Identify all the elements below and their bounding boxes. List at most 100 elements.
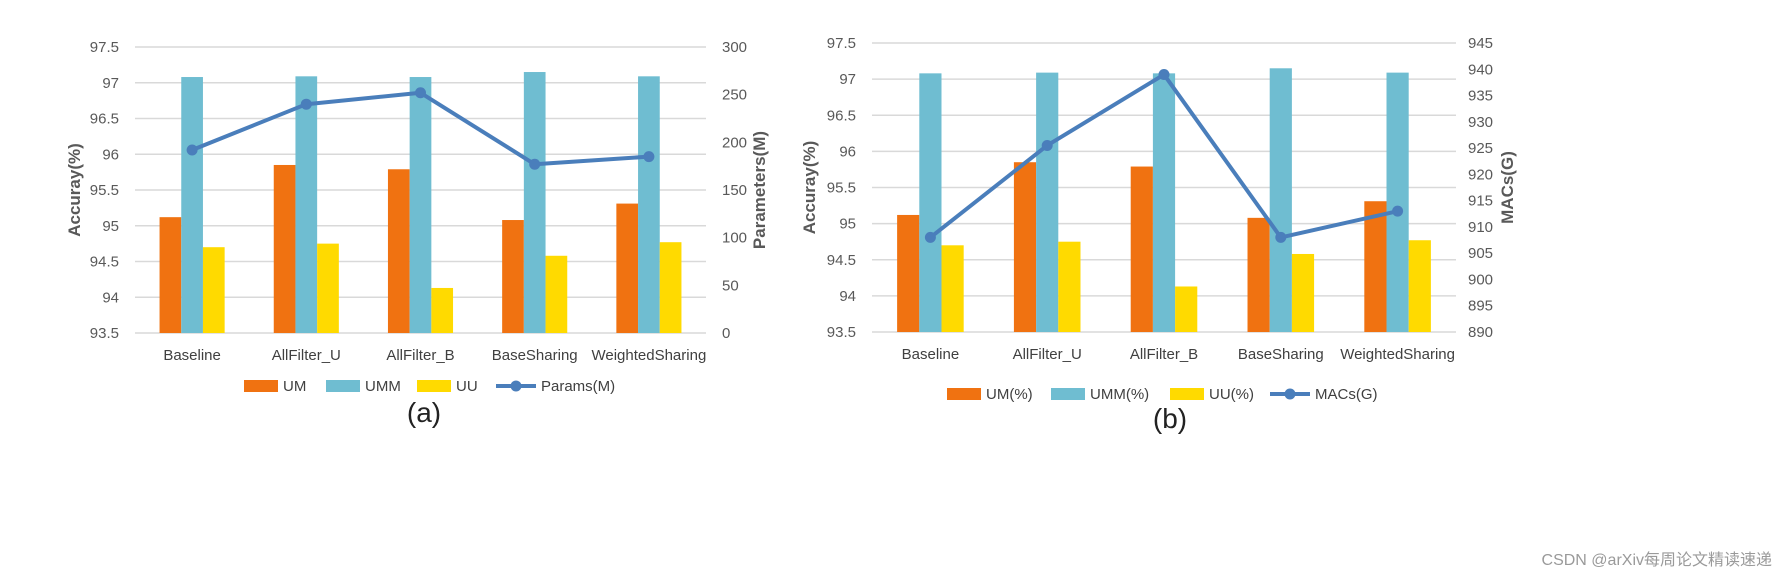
y-tick-label: 96.5: [90, 111, 119, 128]
y2-tick-label: 150: [722, 182, 747, 199]
x-category-label: AllFilter_U: [272, 347, 341, 364]
y2-tick-label: 910: [1468, 219, 1493, 236]
line-point-0: [186, 144, 198, 156]
legend-label-2: UU(%): [1209, 386, 1254, 403]
y2-tick-label: 300: [722, 39, 747, 56]
y2-tick-label: 900: [1468, 271, 1493, 288]
y-tick-label: 95.5: [827, 180, 856, 197]
y-tick-label: 95.5: [90, 182, 119, 199]
y-axis-title: Accuray(%): [65, 143, 84, 237]
legend-swatch-1: [1051, 388, 1085, 400]
y2-tick-label: 200: [722, 134, 747, 151]
line-point-4: [643, 151, 655, 163]
y2-axis-title: MACs(G): [1498, 151, 1517, 224]
x-category-label: WeightedSharing: [591, 347, 706, 364]
x-category-label: Baseline: [163, 347, 221, 364]
x-category-label: AllFilter_B: [1130, 346, 1198, 363]
bar-um-1: [273, 164, 296, 333]
y-tick-label: 94.5: [827, 252, 856, 269]
legend-label-3: Params(M): [541, 378, 615, 395]
legend-label-1: UMM(%): [1090, 386, 1149, 403]
y2-tick-label: 890: [1468, 324, 1493, 341]
y2-tick-label: 100: [722, 230, 747, 247]
bar-umm-1: [1036, 72, 1059, 332]
y-tick-label: 97.5: [90, 39, 119, 56]
y-tick-label: 97.5: [827, 35, 856, 52]
bar-umm-4: [638, 76, 660, 333]
bar-umm-0: [919, 73, 942, 332]
bar-um-4: [1364, 201, 1387, 332]
y-tick-label: 94.5: [90, 254, 119, 271]
y-tick-label: 96: [102, 146, 119, 163]
line-point-2: [415, 87, 426, 99]
legend-label-2: UU: [456, 378, 478, 395]
x-category-label: AllFilter_B: [386, 347, 454, 364]
y-tick-label: 94: [839, 288, 856, 305]
bar-uu-4: [1408, 240, 1431, 332]
bar-um-3: [1247, 217, 1270, 332]
bar-um-3: [502, 220, 524, 333]
bar-uu-2: [431, 287, 454, 333]
y2-tick-label: 940: [1468, 61, 1493, 78]
legend-swatch-2: [417, 380, 451, 392]
y-tick-label: 93.5: [827, 324, 856, 341]
bar-uu-3: [1291, 253, 1315, 332]
line-point-3: [529, 158, 541, 170]
legend-swatch-marker: [510, 380, 522, 392]
y2-tick-label: 925: [1468, 140, 1493, 157]
bar-um-1: [1013, 162, 1037, 332]
bar-umm-1: [295, 76, 318, 333]
legend-label-0: UM(%): [986, 386, 1033, 403]
y2-tick-label: 920: [1468, 166, 1493, 183]
y-tick-label: 96: [839, 143, 856, 160]
bar-uu-0: [202, 247, 225, 333]
y-tick-label: 96.5: [827, 107, 856, 124]
y-axis-title: Accuray(%): [800, 141, 819, 235]
y-tick-label: 94: [102, 289, 119, 306]
bar-uu-3: [545, 255, 568, 333]
y2-tick-label: 905: [1468, 245, 1493, 262]
chart-panel-b: 93.5 94 94.5 95 95.5 96 96.5 97 97.5 890 895 900 905…: [800, 35, 1517, 434]
bar-umm-3: [1269, 68, 1292, 332]
y2-axis-title: Parameters(M): [750, 131, 769, 249]
bar-uu-1: [1058, 241, 1081, 332]
legend-label-1: UMM: [365, 378, 401, 395]
y-tick-label: 97: [839, 71, 856, 88]
bar-um-2: [387, 169, 410, 333]
y2-tick-label: 895: [1468, 298, 1493, 315]
line-point-2: [1158, 69, 1170, 81]
x-category-label: WeightedSharing: [1340, 346, 1455, 363]
x-category-label: AllFilter_U: [1013, 346, 1082, 363]
line-point-0: [924, 231, 936, 243]
line-point-4: [1392, 205, 1404, 217]
bar-uu-1: [317, 243, 339, 333]
legend-swatch-2: [1170, 388, 1204, 400]
bar-umm-2: [409, 77, 432, 333]
legend-label-3: MACs(G): [1315, 386, 1378, 403]
panel-label: (b): [1153, 403, 1187, 434]
line-point-1: [300, 98, 312, 110]
bar-um-0: [159, 217, 182, 333]
bar-um-2: [1130, 166, 1153, 332]
y2-tick-label: 935: [1468, 88, 1493, 105]
bar-umm-0: [181, 77, 203, 333]
legend-swatch-0: [947, 388, 981, 400]
bar-uu-0: [941, 245, 964, 332]
y2-tick-label: 930: [1468, 114, 1493, 131]
bar-umm-2: [1152, 73, 1176, 332]
y2-tick-label: 250: [722, 87, 747, 104]
watermark-text: CSDN @arXiv每周论文精读速递: [1542, 551, 1772, 569]
y2-tick-label: 945: [1468, 35, 1493, 52]
y-tick-label: 95: [102, 218, 119, 235]
legend-swatch-1: [326, 380, 360, 392]
y2-tick-label: 915: [1468, 193, 1493, 210]
bar-uu-4: [659, 242, 682, 333]
bar-um-0: [897, 214, 920, 332]
chart-panel-a: 93.5 94 94.5 95 95.5 96 96.5 97 97.5 0 50 100 150 200…: [65, 39, 769, 428]
bar-uu-2: [1175, 286, 1198, 332]
panel-label: (a): [407, 397, 441, 428]
legend-swatch-0: [244, 380, 278, 392]
legend-label-0: UM: [283, 378, 306, 395]
bar-umm-4: [1386, 72, 1409, 332]
